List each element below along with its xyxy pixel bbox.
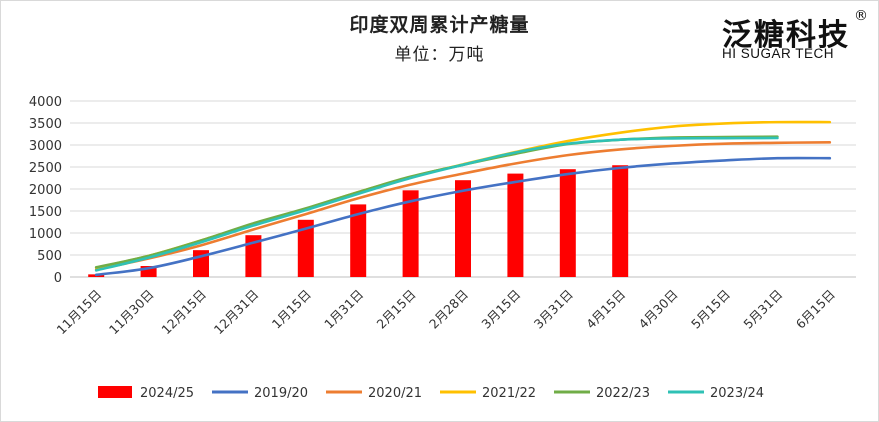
y-tick-label: 0 [54, 271, 62, 286]
x-tick-label: 11月30日 [106, 287, 157, 338]
bar [455, 180, 471, 277]
legend-label: 2020/21 [368, 386, 422, 401]
y-tick-label: 1500 [29, 205, 62, 220]
x-tick-label: 5月31日 [740, 287, 785, 332]
x-tick-label: 12月31日 [211, 287, 262, 338]
x-tick-label: 1月31日 [321, 287, 366, 332]
y-tick-label: 3000 [29, 139, 62, 154]
bar [402, 190, 419, 277]
y-axis: 0 500 1000 1500 2000 2500 3000 3500 4000 [29, 95, 62, 286]
bar [559, 169, 576, 277]
x-tick-label: 6月15日 [793, 287, 838, 332]
legend: 2024/25 2019/20 2020/21 2021/22 2022/23 2023/… [98, 386, 764, 401]
x-tick-label: 5月15日 [688, 287, 733, 332]
series-line [94, 141, 832, 271]
logo-registered-mark: ® [854, 8, 868, 24]
bar [245, 235, 262, 277]
x-tick-label: 1月15日 [269, 287, 314, 332]
chart-title: 印度双周累计产糖量 [349, 14, 530, 36]
bar-series [88, 165, 629, 277]
series-line [94, 135, 779, 269]
bar [140, 266, 157, 277]
brand-logo: 泛糖科技 ® HI SUGAR TECH [716, 8, 868, 64]
x-tick-label: 11月15日 [54, 287, 105, 338]
series-line [94, 156, 832, 277]
y-tick-label: 3500 [29, 117, 62, 132]
legend-label: 2022/23 [596, 386, 650, 401]
legend-bar-swatch [98, 386, 132, 398]
chart-subtitle: 单位：万吨 [394, 45, 485, 65]
x-tick-label: 3月31日 [531, 287, 576, 332]
series-line [94, 136, 779, 272]
x-tick-label: 2月28日 [426, 287, 471, 332]
logo-chinese-text: 泛糖科技 [722, 18, 850, 53]
bar [350, 204, 367, 277]
x-axis: 11月15日 11月30日 12月15日 12月31日 1月15日 1月31日 2月15日 2… [54, 276, 856, 338]
y-tick-label: 1000 [29, 227, 62, 242]
x-tick-label: 3月15日 [478, 287, 523, 332]
y-tick-label: 2500 [29, 161, 62, 176]
x-tick-label: 12月15日 [158, 287, 209, 338]
x-tick-label: 4月15日 [583, 287, 628, 332]
bar [612, 165, 629, 277]
legend-label: 2021/22 [482, 386, 536, 401]
bar [507, 173, 524, 277]
x-tick-label: 4月30日 [636, 287, 681, 332]
y-tick-label: 4000 [29, 95, 62, 110]
legend-label: 2023/24 [710, 386, 764, 401]
legend-label: 2024/25 [140, 386, 194, 401]
legend-label: 2019/20 [254, 386, 308, 401]
logo-english-text: HI SUGAR TECH [722, 46, 835, 61]
x-tick-label: 2月15日 [374, 287, 419, 332]
y-tick-label: 500 [37, 249, 62, 264]
bar [297, 219, 314, 277]
line-series [94, 120, 832, 277]
y-tick-label: 2000 [29, 183, 62, 198]
